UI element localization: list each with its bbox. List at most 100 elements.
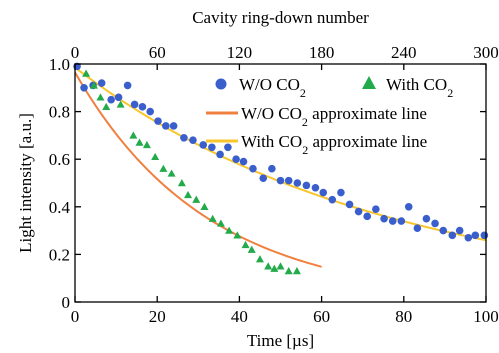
legend-wo-co2-line-label: W/O CO2 approximate line — [241, 104, 427, 129]
top-tick-label: 120 — [227, 43, 253, 62]
y-tick-label: 0.8 — [49, 103, 70, 122]
wo-co2-point — [380, 214, 388, 223]
plot-marks — [73, 62, 489, 275]
wo-co2-point — [471, 231, 480, 240]
with-co2-point — [135, 138, 144, 146]
legend-with-co2-line-label: With CO2 approximate line — [241, 132, 427, 157]
wo-co2-point — [239, 157, 248, 166]
wo-co2-point — [259, 174, 268, 183]
wo-co2-point — [199, 141, 208, 149]
wo-co2-point — [302, 181, 311, 190]
with-co2-point — [200, 202, 209, 210]
x-tick-label: 0 — [71, 307, 80, 326]
with-co2-point — [216, 219, 225, 227]
x-tick-label: 60 — [313, 307, 330, 326]
plot-frame — [74, 63, 487, 303]
wo-co2-point — [480, 231, 489, 240]
with-co2-point — [159, 164, 168, 172]
wo-co2-point — [422, 214, 431, 223]
wo-co2-point — [130, 100, 139, 109]
legend-with-co2-marker — [362, 76, 376, 89]
with-co2-point — [89, 81, 98, 89]
wo-co2-point — [107, 95, 115, 104]
x-tick-label: 20 — [149, 307, 166, 326]
with-co2-point — [255, 255, 264, 263]
wo-co2-point — [189, 136, 197, 144]
with-co2-point — [142, 140, 151, 149]
x-axis-title: Time [µs] — [247, 331, 314, 350]
with-co2-point — [102, 102, 111, 111]
wo-co2-point — [448, 231, 457, 240]
y-tick-label: 0.6 — [49, 150, 70, 169]
wo-co2-point — [363, 212, 372, 221]
with-co2-point — [82, 69, 91, 77]
wo-co2-point — [354, 207, 363, 216]
top-tick-label: 240 — [391, 43, 417, 62]
wo-co2-point — [372, 205, 380, 213]
wo-co2-point — [268, 164, 276, 173]
wo-co2-point — [311, 183, 320, 192]
wo-co2-point — [388, 217, 397, 225]
wo-co2-point — [146, 107, 155, 116]
with-co2-point — [270, 264, 279, 272]
legend-wo-co2-label: W/O CO2 — [239, 75, 306, 100]
wo-co2-point — [114, 93, 123, 102]
with-co2-point — [208, 214, 217, 222]
wo-co2-point — [154, 117, 162, 125]
wo-co2-point — [216, 150, 224, 159]
with-co2-point — [233, 231, 242, 239]
wo-co2-point — [337, 188, 345, 197]
wo-co2-point — [413, 224, 422, 233]
y-tick-label: 0.4 — [49, 198, 71, 217]
wo-co2-point — [464, 233, 473, 242]
y-tick-label: 1.0 — [49, 55, 70, 74]
with-co2-point — [225, 226, 234, 234]
with-co2-point — [184, 190, 193, 199]
wo-co2-point — [138, 103, 147, 111]
top-tick-label: 60 — [149, 43, 166, 62]
y-axis-title: Light intensity [a.u.] — [16, 113, 35, 253]
with-co2-point — [192, 195, 201, 203]
wo-co2-point — [293, 179, 302, 187]
wo-co2-point — [232, 155, 240, 163]
wo-co2-point — [249, 164, 257, 173]
wo-co2-point — [319, 188, 328, 197]
wo-co2-point — [180, 133, 188, 142]
top-tick-label: 180 — [309, 43, 335, 62]
with-co2-point — [276, 262, 285, 270]
wo-co2-point — [345, 200, 354, 209]
wo-co2-point — [404, 203, 413, 211]
wo-co2-point — [455, 226, 464, 235]
wo-co2-point — [80, 84, 88, 92]
legend-wo-co2-marker — [215, 78, 227, 90]
top-axis-title: Cavity ring-down number — [192, 8, 369, 27]
with-co2-point — [264, 262, 273, 270]
legend: W/O CO2 With CO2 W/O CO2 approximate lin… — [206, 75, 453, 157]
with-co2-point — [96, 93, 105, 101]
wo-co2-fit-line — [75, 71, 322, 268]
x-tick-label: 80 — [395, 307, 412, 326]
wo-co2-point — [276, 176, 285, 185]
with-co2-point — [284, 267, 293, 275]
top-tick-label: 0 — [71, 43, 80, 62]
wo-co2-point — [123, 81, 132, 90]
with-co2-point — [247, 245, 256, 253]
y-tick-label: 0.2 — [49, 245, 70, 264]
wo-co2-point — [97, 79, 106, 87]
with-co2-point — [167, 169, 176, 177]
wo-co2-point — [162, 122, 170, 130]
wo-co2-point — [397, 217, 406, 225]
legend-with-co2-label: With CO2 — [386, 75, 453, 100]
x-tick-label: 40 — [231, 307, 248, 326]
wo-co2-point — [224, 143, 232, 152]
with-co2-point — [151, 152, 160, 161]
wo-co2-point — [431, 219, 439, 228]
with-co2-point — [129, 131, 138, 139]
wo-co2-point — [208, 143, 216, 152]
wo-co2-point — [439, 226, 448, 235]
wo-co2-point — [328, 195, 337, 204]
axis-ticks: 0 20 40 60 80 100 0 60 120 180 240 300 0 0.2 0.4 0.6 0.8… — [49, 43, 499, 326]
with-co2-point — [177, 179, 186, 187]
with-co2-point — [241, 240, 250, 249]
